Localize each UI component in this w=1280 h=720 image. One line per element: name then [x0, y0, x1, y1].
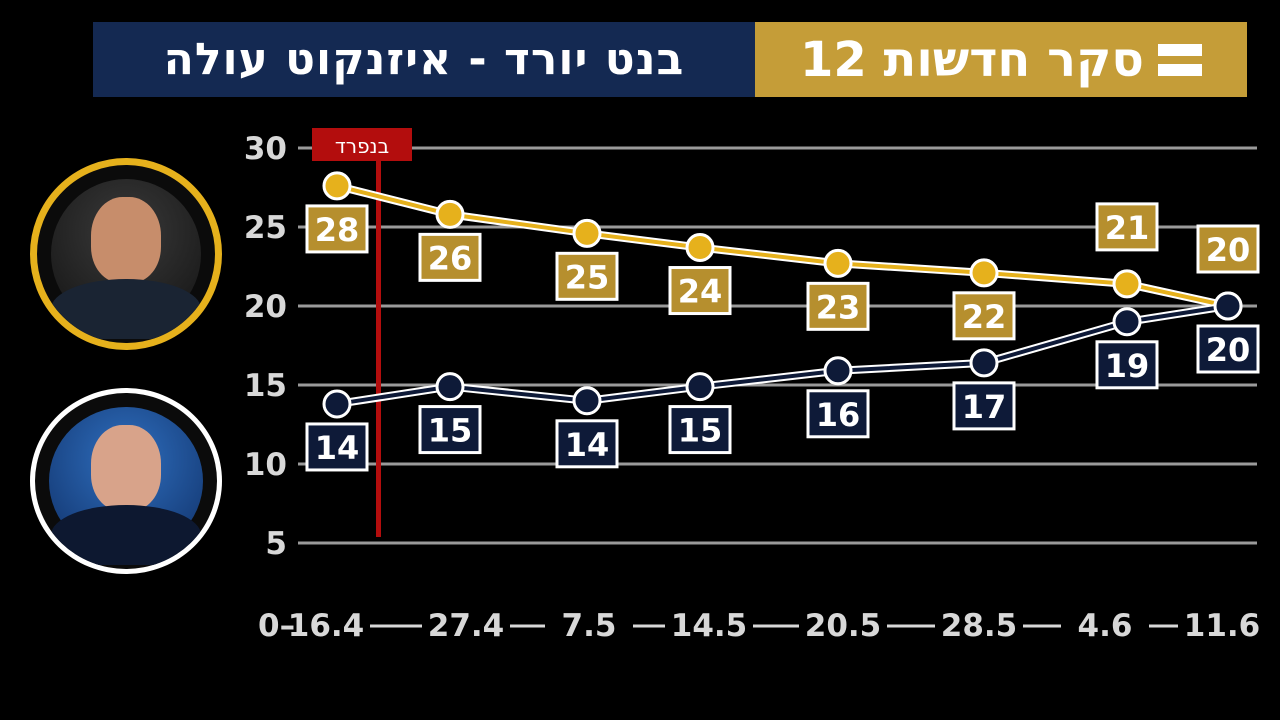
- bennett-value-label: 22: [962, 298, 1007, 336]
- eisenkot-value-label: 20: [1206, 331, 1251, 369]
- bennett-value-box: [806, 281, 870, 331]
- x-tick-label: 11.6: [1184, 608, 1261, 644]
- y-tick-label: 20: [244, 289, 287, 325]
- bennett-value-box: [305, 204, 369, 254]
- eisenkot-value-box: [806, 389, 870, 439]
- y-tick-label: 25: [244, 210, 287, 246]
- eisenkot-value-label: 14: [565, 426, 610, 464]
- bennett-point: [1112, 269, 1142, 299]
- x-tick-label: 14.5: [671, 608, 748, 644]
- eisenkot-point: [322, 389, 352, 419]
- eisenkot-point: [823, 356, 853, 386]
- bennett-point: [435, 199, 465, 229]
- bennett-point: [322, 171, 352, 201]
- headline-banner: בנט יורד - איזנקוט עולה: [93, 22, 755, 97]
- split-marker-tag: [312, 128, 412, 161]
- eisenkot-point: [435, 372, 465, 402]
- eisenkot-value-box: [952, 381, 1016, 431]
- bennett-value-box: [1196, 224, 1260, 274]
- x-tick-label: 27.4: [428, 608, 505, 644]
- y-tick-label: 15: [244, 368, 287, 404]
- eisenkot-point: [572, 386, 602, 416]
- eisenkot-value-label: 19: [1105, 347, 1150, 385]
- eisenkot-value-label: 15: [678, 412, 723, 450]
- x-tick-label: 20.5: [805, 608, 882, 644]
- eisenkot-point: [1213, 291, 1243, 321]
- eisenkot-point: [969, 348, 999, 378]
- headline-title: בנט יורד - איזנקוט עולה: [163, 34, 685, 85]
- bennett-line: [336, 183, 1229, 308]
- portrait-bennett: [30, 158, 222, 350]
- split-marker-label: בנפרד: [335, 134, 389, 158]
- bennett-value-label: 25: [565, 258, 610, 296]
- bennett-value-box: [668, 266, 732, 316]
- eisenkot-value-box: [1095, 340, 1159, 390]
- bennett-point: [969, 258, 999, 288]
- eisenkot-value-label: 15: [428, 412, 473, 450]
- eisenkot-value-box: [555, 419, 619, 469]
- bennett-point: [572, 218, 602, 248]
- eisenkot-point: [685, 372, 715, 402]
- portrait-eisenkot: [30, 388, 222, 574]
- poll-source-title: סקר חדשות 12: [800, 31, 1144, 88]
- poll-source-banner: סקר חדשות 12: [755, 22, 1247, 97]
- eisenkot-point: [1112, 307, 1142, 337]
- eisenkot-value-box: [418, 405, 482, 455]
- eisenkot-value-label: 16: [816, 396, 861, 434]
- bennett-value-label: 28: [315, 211, 360, 249]
- x-tick-label: 4.6: [1078, 608, 1133, 644]
- eisenkot-value-label: 14: [315, 429, 360, 467]
- bennett-value-box: [1095, 202, 1159, 252]
- equals-logo-icon: [1157, 43, 1202, 76]
- bennett-value-label: 21: [1105, 209, 1150, 247]
- eisenkot-value-box: [305, 422, 369, 472]
- x-axis-origin-label: 0–: [258, 608, 295, 644]
- y-tick-label: 10: [244, 447, 287, 483]
- x-tick-label: 7.5: [562, 608, 617, 644]
- x-tick-label: 28.5: [941, 608, 1018, 644]
- bennett-value-box: [555, 251, 619, 301]
- bennett-point: [685, 233, 715, 263]
- eisenkot-line: [336, 304, 1229, 406]
- y-tick-label: 5: [265, 526, 287, 562]
- bennett-value-label: 24: [678, 273, 723, 311]
- bennett-value-label: 23: [816, 288, 861, 326]
- eisenkot-value-box: [668, 405, 732, 455]
- bennett-value-box: [418, 232, 482, 282]
- bennett-value-box: [952, 291, 1016, 341]
- bennett-value-label: 20: [1206, 231, 1251, 269]
- x-tick-label: 16.4: [288, 608, 365, 644]
- bennett-point: [823, 248, 853, 278]
- bennett-value-label: 26: [428, 239, 473, 277]
- eisenkot-value-label: 17: [962, 388, 1007, 426]
- eisenkot-value-box: [1196, 324, 1260, 374]
- y-tick-label: 30: [244, 131, 287, 167]
